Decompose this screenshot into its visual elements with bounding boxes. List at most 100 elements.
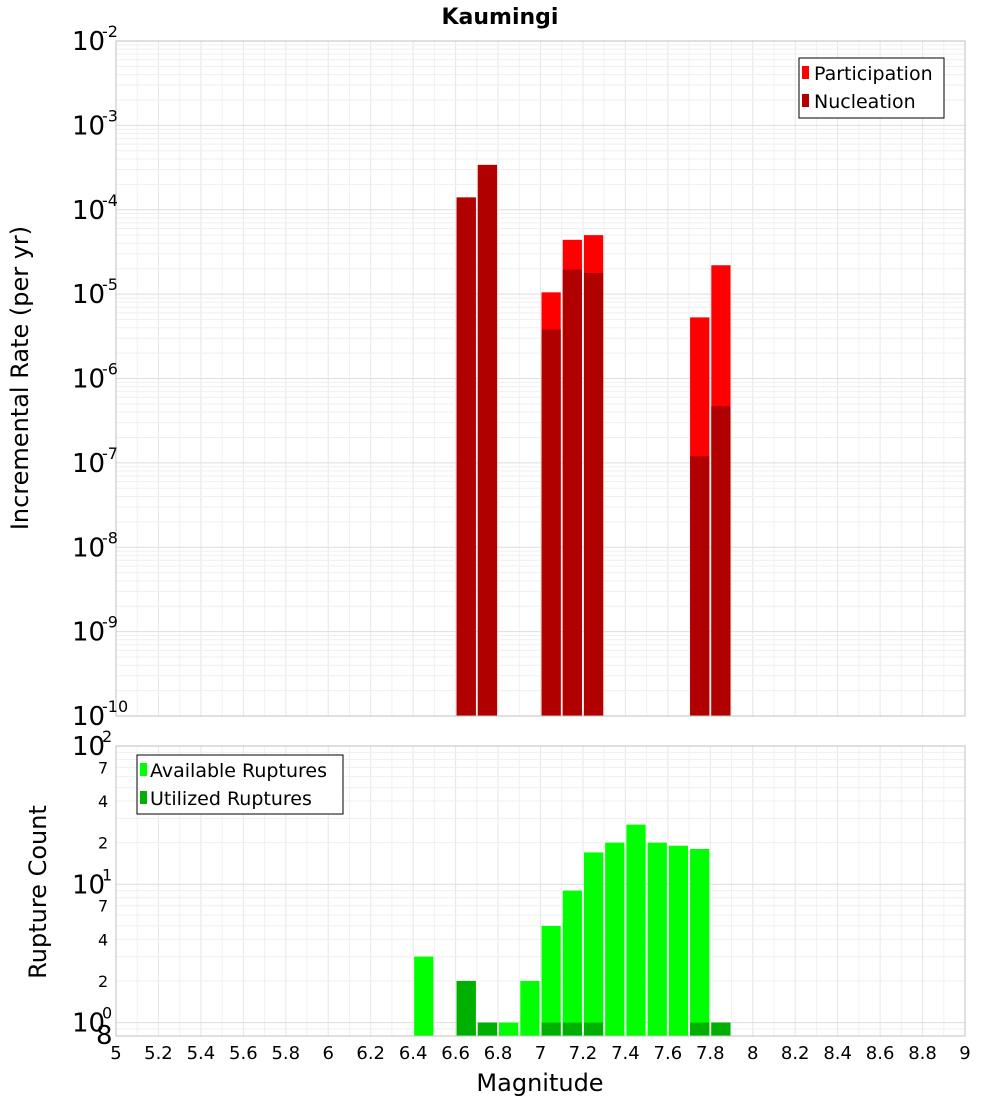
count-bars — [414, 824, 731, 1036]
count-y-minor-tick-label: 4 — [98, 930, 108, 949]
rate-y-tick-label: 10 — [72, 111, 105, 141]
count-y-tick-label: 10 — [72, 732, 105, 762]
rate-nucleation-bar — [562, 269, 582, 716]
x-tick-label: 7.4 — [611, 1043, 640, 1064]
rate-y-tick-label: 10 — [72, 702, 105, 732]
rate-y-tick-exponent: -9 — [102, 613, 118, 632]
x-tick-label: 6 — [323, 1043, 334, 1064]
rate-y-tick-exponent: -3 — [102, 106, 118, 125]
count-y-minor-tick-label: 2 — [98, 972, 108, 991]
count-y-tick-exponent: 0 — [102, 1004, 112, 1023]
nucleation-legend-swatch — [802, 94, 809, 107]
chart-title: Kaumingi — [442, 5, 559, 30]
rate-y-axis-label: Incremental Rate (per yr) — [6, 226, 34, 530]
rate-nucleation-bar — [583, 272, 604, 716]
count-available-ruptures-bar — [520, 980, 540, 1036]
rate-y-tick-label: 10 — [72, 618, 105, 648]
count-utilized-ruptures-bar — [477, 1022, 498, 1036]
x-tick-label: 5 — [110, 1043, 121, 1064]
rate-y-tick-label: 10 — [72, 365, 105, 395]
available-legend-label: Available Ruptures — [150, 760, 327, 782]
count-plot-border — [115, 745, 966, 1037]
count-y-tick-exponent: 2 — [102, 727, 112, 746]
count-utilized-ruptures-bar — [541, 1022, 561, 1036]
rate-y-tick-exponent: -5 — [102, 275, 118, 294]
nucleation-legend-label: Nucleation — [814, 91, 916, 113]
x-tick-label: 5.6 — [229, 1043, 258, 1064]
count-utilized-ruptures-bar — [711, 1022, 731, 1036]
x-tick-label: 7.8 — [696, 1043, 725, 1064]
x-tick-label: 6.2 — [356, 1043, 385, 1064]
x-tick-label: 7 — [535, 1043, 546, 1064]
count-available-ruptures-bar — [690, 848, 710, 1036]
rate-y-tick-label: 10 — [72, 27, 105, 57]
utilized-legend-label: Utilized Ruptures — [150, 788, 312, 810]
rate-legend: Participation Nucleation — [798, 57, 945, 119]
rate-y-tick-exponent: -7 — [102, 444, 118, 463]
x-tick-labels: 5 5.2 5.4 5.6 5.8 6 6.2 6.4 6.6 6.8 7 7.2 7.4 7.6 7.8 8… — [110, 1043, 970, 1064]
rate-y-tick-label: 10 — [72, 533, 105, 563]
rate-nucleation-bar — [456, 197, 476, 717]
x-tick-label: 5.8 — [271, 1043, 300, 1064]
count-y-minor-tick-label: 8 — [96, 1021, 113, 1051]
rate-y-tick-exponent: -6 — [102, 360, 118, 379]
count-available-ruptures-bar — [414, 956, 434, 1036]
count-utilized-ruptures-bar — [583, 1022, 604, 1036]
count-available-ruptures-bar — [583, 852, 604, 1036]
count-y-minor-tick-label: 7 — [98, 758, 108, 777]
count-available-ruptures-bar — [605, 842, 625, 1036]
rate-bars — [456, 164, 731, 717]
rate-y-tick-label: 10 — [72, 196, 105, 226]
count-y-tick-label: 10 — [72, 1009, 105, 1039]
available-legend-swatch — [140, 763, 147, 776]
count-utilized-ruptures-bar — [690, 1022, 710, 1036]
count-y-minor-tick-label: 2 — [98, 834, 108, 853]
count-utilized-ruptures-bar — [562, 1022, 582, 1036]
rate-nucleation-bar — [690, 456, 710, 716]
count-available-ruptures-bar — [562, 890, 582, 1036]
x-tick-label: 8.2 — [781, 1043, 810, 1064]
rate-nucleation-bar — [711, 406, 731, 716]
x-tick-label: 5.4 — [187, 1043, 216, 1064]
rate-y-tick-exponent: -2 — [102, 22, 118, 41]
x-tick-label: 7.2 — [569, 1043, 598, 1064]
count-legend-box — [136, 754, 344, 815]
count-y-tick-exponent: 1 — [102, 865, 112, 884]
rate-y-tick-exponent: -10 — [102, 697, 128, 716]
x-tick-label: 8.6 — [866, 1043, 895, 1064]
rate-legend-box — [798, 57, 945, 119]
x-tick-label: 7.6 — [654, 1043, 683, 1064]
count-available-ruptures-bar — [668, 845, 689, 1036]
x-tick-label: 6.6 — [441, 1043, 470, 1064]
count-available-ruptures-bar — [499, 1022, 519, 1036]
rate-y-tick-label: 10 — [72, 280, 105, 310]
count-available-ruptures-bar — [647, 842, 667, 1036]
rate-y-tick-exponent: -8 — [102, 528, 118, 547]
count-utilized-ruptures-bar — [456, 980, 476, 1036]
rate-y-tick-label: 10 — [72, 449, 105, 479]
x-tick-label: 8 — [747, 1043, 758, 1064]
rate-y-tick-exponent: -4 — [102, 191, 118, 210]
count-y-tick-label: 10 — [72, 870, 105, 900]
x-tick-label: 6.8 — [484, 1043, 513, 1064]
rate-plot-border — [115, 40, 966, 717]
count-available-ruptures-bar — [541, 925, 561, 1036]
x-tick-label: 8.4 — [823, 1043, 852, 1064]
x-axis-label: Magnitude — [476, 1069, 603, 1097]
x-tick-label: 6.4 — [399, 1043, 428, 1064]
rate-nucleation-bar — [541, 329, 561, 716]
x-tick-label: 5.2 — [144, 1043, 173, 1064]
x-tick-label: 8.8 — [908, 1043, 937, 1064]
count-y-minor-tick-label: 4 — [98, 792, 108, 811]
x-tick-label: 9 — [959, 1043, 970, 1064]
utilized-legend-swatch — [140, 791, 147, 804]
participation-legend-swatch — [802, 66, 809, 79]
count-legend: Available Ruptures Utilized Ruptures — [136, 754, 344, 815]
count-y-axis-label: Rupture Count — [24, 805, 52, 979]
rate-grid — [115, 41, 966, 717]
